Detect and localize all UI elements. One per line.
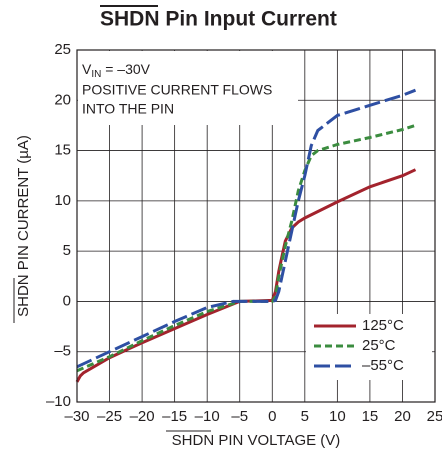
y-tick-label: 5 bbox=[63, 242, 71, 259]
x-tick-label: –30 bbox=[64, 408, 89, 425]
x-tick-label: –15 bbox=[162, 408, 187, 425]
legend: 125°C 25°C –55°C bbox=[306, 314, 432, 380]
legend-label: 25°C bbox=[362, 337, 396, 354]
x-tick-label: –25 bbox=[97, 408, 122, 425]
y-tick-label: 10 bbox=[54, 192, 71, 209]
chart-title: SHDN Pin Input Current bbox=[100, 8, 337, 31]
condition-base: V bbox=[82, 61, 92, 77]
annotation: INTO THE PIN bbox=[82, 101, 174, 117]
series-line bbox=[75, 168, 417, 383]
x-tick-label: 10 bbox=[329, 408, 346, 425]
x-tick-label: 5 bbox=[301, 408, 309, 425]
y-tick-label: –10 bbox=[46, 393, 71, 410]
x-axis-label: SHDN PIN VOLTAGE (V) bbox=[172, 432, 341, 449]
y-axis-label: SHDN PIN CURRENT (µA) bbox=[15, 135, 32, 317]
x-tick-label: 0 bbox=[268, 408, 276, 425]
y-tick-label: 20 bbox=[54, 91, 71, 108]
series-line bbox=[76, 123, 416, 373]
annotation-background bbox=[78, 51, 298, 125]
annotation: POSITIVE CURRENT FLOWS bbox=[82, 82, 272, 98]
series-line bbox=[76, 88, 417, 369]
y-tick-label: 15 bbox=[54, 142, 71, 159]
plot-frame bbox=[76, 49, 436, 403]
condition: VIN = –30V bbox=[82, 61, 151, 80]
x-tick-label: 20 bbox=[394, 408, 411, 425]
x-tick-label: –10 bbox=[195, 408, 220, 425]
legend-label: –55°C bbox=[362, 357, 404, 374]
x-tick-label: 25 bbox=[427, 408, 442, 425]
lines bbox=[75, 88, 417, 383]
condition-rest: = –30V bbox=[101, 61, 150, 77]
y-tick-label: –5 bbox=[54, 343, 71, 360]
condition-sub: IN bbox=[91, 69, 101, 80]
legend-label: 125°C bbox=[362, 317, 404, 334]
x-tick-label: –5 bbox=[231, 408, 248, 425]
x-tick-label: 15 bbox=[362, 408, 379, 425]
x-tick-label: –20 bbox=[130, 408, 155, 425]
y-tick-label: 0 bbox=[63, 292, 71, 309]
y-tick-label: 25 bbox=[54, 41, 71, 58]
